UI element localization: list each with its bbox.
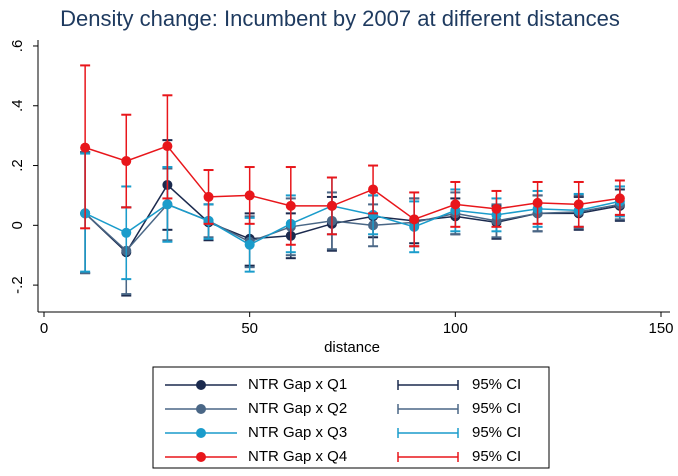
point [614, 193, 625, 204]
point [368, 184, 379, 195]
legend-label: NTR Gap x Q2 [248, 400, 347, 417]
y-tick-label: -.2 [9, 276, 26, 294]
legend-marker [196, 404, 206, 414]
point [244, 239, 255, 250]
y-tick-label: .2 [9, 159, 26, 172]
x-tick-label: 0 [40, 320, 48, 337]
series-line [84, 145, 620, 221]
y-tick-label: .4 [9, 100, 26, 113]
legend-marker [196, 380, 206, 390]
chart-title: Density change: Incumbent by 2007 at dif… [60, 6, 620, 31]
point [326, 200, 337, 211]
legend-label: NTR Gap x Q3 [248, 424, 347, 441]
x-tick-label: 100 [443, 320, 468, 337]
point [162, 199, 173, 210]
series-line [84, 200, 621, 246]
legend-box [152, 366, 550, 469]
legend-marker [196, 452, 206, 462]
point [203, 191, 214, 202]
legend-label: NTR Gap x Q4 [248, 448, 347, 465]
legend-ci-label: 95% CI [472, 424, 521, 441]
point [162, 141, 173, 152]
point [532, 197, 543, 208]
point [409, 214, 420, 225]
legend-marker [196, 428, 206, 438]
point [244, 190, 255, 201]
point [368, 209, 379, 220]
legend-ci-label: 95% CI [472, 376, 521, 393]
point [80, 142, 91, 153]
point [573, 199, 584, 210]
x-axis-label: distance [324, 339, 380, 356]
legend-ci-label: 95% CI [472, 448, 521, 465]
y-tick-label: .6 [9, 40, 26, 53]
y-tick-label: 0 [9, 221, 26, 229]
point [121, 227, 132, 238]
point [285, 200, 296, 211]
point [121, 156, 132, 167]
point [491, 203, 502, 214]
legend-ci-label: 95% CI [472, 400, 521, 417]
point [450, 199, 461, 210]
legend-label: NTR Gap x Q1 [248, 376, 347, 393]
x-tick-label: 150 [648, 320, 673, 337]
x-tick-label: 50 [241, 320, 258, 337]
